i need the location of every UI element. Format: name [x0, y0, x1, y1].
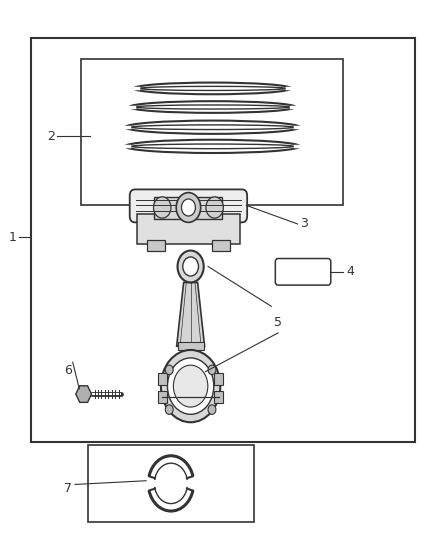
- Bar: [177, 342, 204, 350]
- Ellipse shape: [131, 125, 293, 130]
- Text: 5: 5: [274, 316, 282, 329]
- Bar: [88, 445, 254, 522]
- Bar: [147, 240, 165, 251]
- Bar: [31, 38, 416, 442]
- Circle shape: [183, 257, 198, 276]
- Circle shape: [173, 365, 208, 407]
- Circle shape: [161, 350, 220, 422]
- Circle shape: [167, 358, 214, 414]
- Ellipse shape: [125, 120, 300, 134]
- Polygon shape: [177, 282, 205, 346]
- Bar: [214, 373, 223, 385]
- Ellipse shape: [134, 83, 291, 94]
- Ellipse shape: [135, 105, 290, 109]
- Circle shape: [165, 405, 173, 414]
- Ellipse shape: [125, 140, 300, 153]
- Bar: [158, 373, 167, 385]
- Bar: [214, 391, 223, 403]
- Circle shape: [208, 405, 216, 414]
- Text: 4: 4: [346, 265, 354, 278]
- FancyBboxPatch shape: [276, 259, 331, 285]
- Bar: [154, 197, 223, 219]
- FancyBboxPatch shape: [130, 189, 247, 222]
- Ellipse shape: [153, 197, 171, 218]
- Bar: [212, 240, 230, 251]
- Text: 2: 2: [47, 130, 55, 143]
- Text: 6: 6: [64, 364, 72, 377]
- Circle shape: [177, 251, 204, 282]
- Text: 1: 1: [9, 231, 17, 244]
- Text: 7: 7: [64, 482, 72, 495]
- Circle shape: [181, 199, 195, 216]
- Bar: [158, 391, 167, 403]
- Circle shape: [176, 192, 201, 222]
- Ellipse shape: [139, 86, 286, 91]
- Bar: [137, 214, 240, 244]
- Ellipse shape: [206, 197, 223, 218]
- Circle shape: [165, 365, 173, 375]
- Bar: [81, 59, 343, 205]
- Ellipse shape: [131, 144, 293, 149]
- Ellipse shape: [130, 101, 295, 113]
- Text: 3: 3: [300, 217, 308, 230]
- Circle shape: [208, 365, 216, 375]
